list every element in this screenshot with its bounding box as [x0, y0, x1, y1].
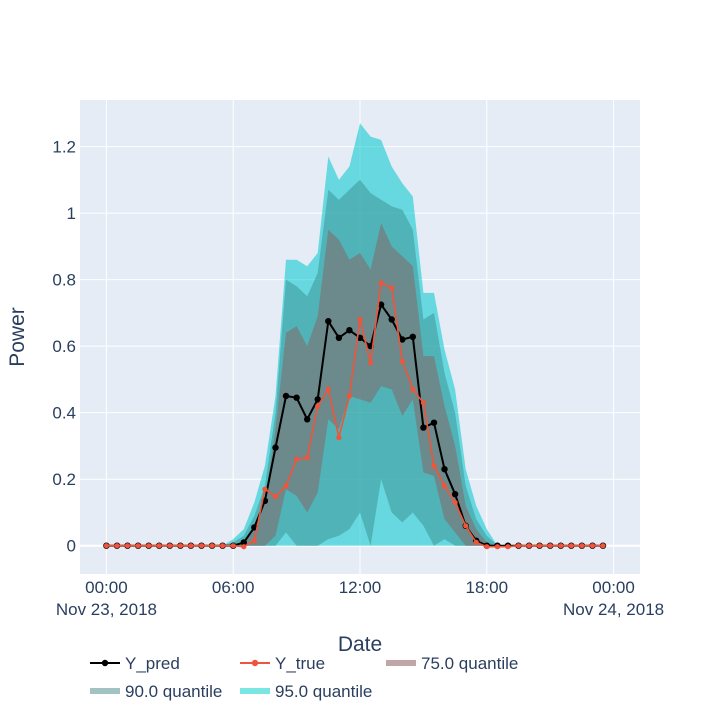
- data-point-1: [188, 543, 194, 549]
- data-point-0: [441, 466, 448, 473]
- data-point-0: [430, 419, 438, 426]
- data-point-1: [547, 543, 553, 549]
- data-point-0: [304, 416, 311, 423]
- data-point-1: [220, 543, 226, 549]
- x-tick-label: 18:00: [466, 578, 509, 597]
- data-point-1: [494, 544, 500, 550]
- data-point-1: [357, 316, 363, 323]
- data-point-1: [399, 358, 405, 364]
- data-point-1: [146, 543, 152, 549]
- x-axis-ticks: 00:00 Nov 23, 2018 06:00 12:00 18:00 00:00 Nov…: [56, 578, 664, 619]
- data-point-1: [124, 543, 131, 549]
- data-point-1: [209, 543, 215, 549]
- data-point-1: [579, 543, 585, 549]
- data-point-0: [325, 318, 332, 325]
- data-point-0: [282, 392, 290, 400]
- data-point-1: [463, 523, 469, 529]
- x-axis-title: Date: [338, 633, 382, 656]
- x-tick-label: 00:00: [592, 578, 635, 597]
- data-point-1: [177, 543, 183, 549]
- data-point-1: [156, 543, 162, 549]
- x-tick-date-label: Nov 24, 2018: [563, 600, 664, 619]
- data-point-1: [537, 543, 543, 549]
- legend-label: 95.0 quantile: [275, 682, 372, 701]
- data-point-1: [198, 543, 205, 549]
- data-point-1: [378, 280, 384, 286]
- data-point-1: [304, 455, 310, 461]
- data-point-0: [293, 394, 300, 401]
- data-point-1: [230, 543, 236, 549]
- quantile-band-2: [106, 223, 604, 546]
- data-point-1: [484, 544, 490, 550]
- data-point-0: [335, 334, 343, 341]
- legend-label: 75.0 quantile: [421, 654, 518, 673]
- data-point-0: [377, 301, 385, 308]
- data-point-1: [410, 386, 416, 392]
- legend: Y_pred Y_true 75.0 quantile 90.0 quantile 95…: [90, 654, 518, 701]
- data-point-1: [452, 499, 458, 506]
- data-point-1: [431, 463, 437, 469]
- data-point-1: [315, 403, 321, 409]
- data-point-1: [389, 285, 395, 291]
- data-point-1: [135, 543, 141, 549]
- y-tick-label: 0.8: [52, 271, 76, 290]
- data-point-1: [420, 400, 426, 406]
- y-tick-label: 1.2: [52, 138, 76, 157]
- data-point-1: [441, 483, 448, 489]
- data-point-1: [568, 543, 574, 549]
- data-point-1: [167, 543, 173, 549]
- data-point-1: [336, 435, 342, 441]
- legend-label: 90.0 quantile: [125, 682, 222, 701]
- data-point-1: [294, 456, 300, 462]
- x-tick-label: 00:00: [85, 578, 128, 597]
- legend-label: Y_true: [275, 654, 325, 673]
- data-point-1: [103, 543, 109, 549]
- y-tick-label: 0: [67, 537, 76, 556]
- y-tick-label: 0.4: [52, 404, 76, 423]
- data-point-0: [451, 491, 459, 498]
- data-point-0: [420, 424, 427, 431]
- data-point-1: [283, 483, 289, 489]
- data-point-1: [505, 544, 511, 550]
- data-point-1: [558, 543, 564, 549]
- data-point-1: [589, 543, 596, 549]
- data-point-0: [399, 336, 406, 343]
- data-point-1: [325, 386, 331, 392]
- data-point-1: [600, 543, 606, 549]
- x-tick-label: 12:00: [339, 578, 382, 597]
- data-point-0: [314, 396, 321, 403]
- data-point-1: [262, 486, 268, 492]
- x-tick-label: 06:00: [212, 578, 255, 597]
- y-tick-label: 1: [67, 204, 76, 223]
- y-tick-label: 0.2: [52, 470, 76, 489]
- data-point-0: [388, 316, 395, 323]
- data-point-1: [515, 543, 522, 549]
- data-point-1: [473, 539, 479, 546]
- data-point-0: [409, 333, 416, 340]
- data-point-1: [114, 543, 120, 549]
- legend-swatch-marker: [101, 659, 109, 667]
- data-point-1: [526, 543, 532, 549]
- y-tick-label: 0.6: [52, 337, 76, 356]
- data-point-1: [272, 493, 279, 500]
- data-point-0: [240, 539, 247, 546]
- data-point-1: [241, 544, 247, 550]
- x-tick-date-label: Nov 23, 2018: [56, 600, 157, 619]
- series-lines: [103, 280, 607, 550]
- legend-swatch-marker: [251, 659, 259, 667]
- data-point-0: [272, 444, 279, 451]
- y-axis-title: Power: [6, 307, 29, 367]
- y-axis-ticks: 0 0.2 0.4 0.6 0.8 1 1.2: [52, 138, 76, 556]
- data-point-1: [346, 393, 352, 399]
- data-point-0: [346, 327, 353, 334]
- data-point-1: [251, 538, 257, 544]
- legend-label: Y_pred: [125, 654, 180, 673]
- data-point-1: [368, 360, 374, 366]
